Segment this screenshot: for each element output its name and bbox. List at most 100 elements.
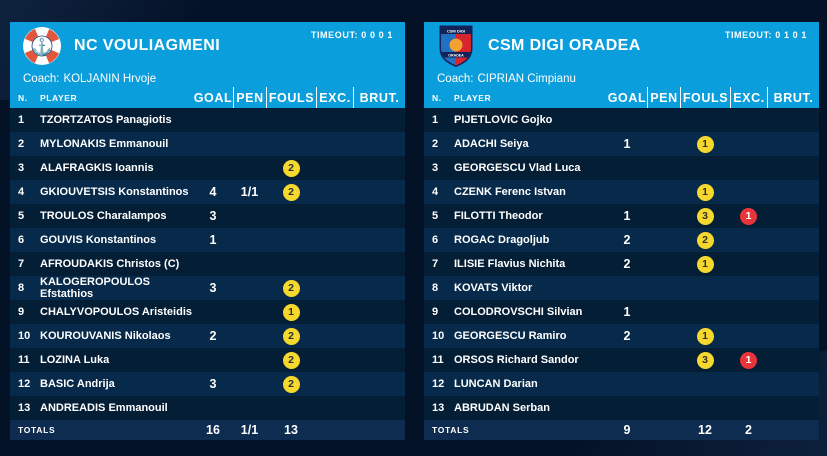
column-header-player: PLAYER [40,92,78,103]
player-row: 4 CZENK Ferenc Istvan 1 [424,180,819,204]
team-logo-lifebuoy-icon: ⚓ [22,26,62,66]
player-name: ROGAC Dragoljub [454,234,550,246]
player-row: 8 KOVATS Viktor [424,276,819,300]
player-name: FILOTTI Theodor [454,210,543,222]
stat-fouls: 2 [266,279,316,297]
fouls-badge: 2 [282,159,300,177]
player-name: KALOGEROPOULOS Efstathios [40,276,151,300]
team-header-top: CSM DIGI ORADEA CSM DIGI ORADEA TIMEOUT: 0 … [424,22,819,70]
player-row: 7 ILISIE Flavius Nichita 2 1 [424,252,819,276]
player-number: 9 [432,306,439,318]
player-row: 6 GOUVIS Konstantinos 1 [10,228,405,252]
player-row: 2 ADACHI Seiya 1 1 [424,132,819,156]
stat-goal: 2 [623,233,631,247]
player-number: 1 [18,114,25,126]
player-name: GEORGESCU Ramiro [454,330,567,342]
fouls-badge: 2 [282,375,300,393]
timeout-value: 0 1 0 1 [775,30,807,40]
stat-goal: 2 [209,329,217,343]
column-header-row: N. PLAYER GOAL PEN FOULS EXC. BRUT. [424,87,819,108]
player-name: GKIOUVETSIS Konstantinos [40,186,189,198]
totals-goal: 9 [623,423,631,437]
totals-row: TOTALS 16 1/1 13 [10,420,405,440]
stat-fouls: 2 [266,375,316,393]
player-number: 4 [432,186,439,198]
stat-goal: 3 [209,209,217,223]
player-name: ANDREADIS Emmanouil [40,402,168,414]
column-header-row: N. PLAYER GOAL PEN FOULS EXC. BRUT. [10,87,405,108]
timeout-value: 0 0 0 1 [361,30,393,40]
coach-label: Coach: [23,72,60,85]
player-row: 9 CHALYVOPOULOS Aristeidis 1 [10,300,405,324]
player-number: 7 [18,258,25,270]
stat-fouls: 1 [266,303,316,321]
player-name: ALAFRAGKIS Ioannis [40,162,154,174]
stat-fouls: 2 [266,159,316,177]
team-header: ⚓ NC VOULIAGMENI TIMEOUT: 0 0 0 1 Coach: KOL… [10,22,405,108]
player-row: 13 ABRUDAN Serban [424,396,819,420]
column-header-pen: PEN [233,87,266,108]
totals-row: TOTALS 9 12 2 [424,420,819,440]
fouls-badge: 1 [696,135,714,153]
player-row: 2 MYLONAKIS Emmanouil [10,132,405,156]
stat-fouls: 2 [266,183,316,201]
fouls-badge: 2 [282,351,300,369]
player-row: 5 FILOTTI Theodor 1 3 1 [424,204,819,228]
svg-text:ORADEA: ORADEA [448,54,464,58]
player-number: 10 [18,330,31,342]
player-row: 9 COLODROVSCHI Silvian 1 [424,300,819,324]
stat-fouls: 1 [680,255,730,273]
column-header-fouls: FOULS [266,87,316,108]
player-number: 5 [432,210,439,222]
coach-name: CIPRIAN Cimpianu [477,72,576,85]
player-name: CHALYVOPOULOS Aristeidis [40,306,192,318]
fouls-badge: 2 [282,279,300,297]
team-name: CSM DIGI ORADEA [488,37,641,54]
totals-fouls: 13 [284,423,298,437]
player-number: 11 [432,354,444,366]
player-row: 10 KOUROUVANIS Nikolaos 2 2 [10,324,405,348]
column-header-player: PLAYER [454,92,492,103]
column-header-brut: BRUT. [353,87,405,108]
player-row: 1 TZORTZATOS Panagiotis [10,108,405,132]
team-name: NC VOULIAGMENI [74,37,221,54]
totals-goal: 16 [206,423,220,437]
stat-goal: 4 [209,185,217,199]
timeout-counter: TIMEOUT: 0 0 0 1 [311,30,393,40]
player-name: LOZINA Luka [40,354,110,366]
player-name: ORSOS Richard Sandor [454,354,579,366]
player-number: 3 [18,162,25,174]
player-number: 11 [18,354,30,366]
totals-exc: 2 [745,423,752,437]
player-name: CZENK Ferenc Istvan [454,186,566,198]
player-number: 6 [18,234,25,246]
team-header-top: ⚓ NC VOULIAGMENI TIMEOUT: 0 0 0 1 [10,22,405,70]
totals-fouls: 12 [698,423,712,437]
fouls-badge: 1 [696,327,714,345]
player-row: 1 PIJETLOVIC Gojko [424,108,819,132]
svg-text:⚓: ⚓ [32,38,53,57]
player-name: BASIC Andrija [40,378,115,390]
player-row: 6 ROGAC Dragoljub 2 2 [424,228,819,252]
player-number: 6 [432,234,439,246]
coach-row: Coach: KOLJANIN Hrvoje [10,70,405,87]
totals-label: TOTALS [18,425,56,435]
player-number: 3 [432,162,439,174]
column-header-goal: GOAL [193,90,233,105]
column-header-brut: BRUT. [767,87,819,108]
player-number: 10 [432,330,445,342]
fouls-badge: 1 [696,183,714,201]
coach-name: KOLJANIN Hrvoje [63,72,157,85]
column-header-n: N. [432,92,442,103]
stat-fouls: 2 [680,231,730,249]
stat-fouls: 2 [266,351,316,369]
timeout-label: TIMEOUT: [724,30,773,40]
player-number: 1 [432,114,439,126]
player-name: KOUROUVANIS Nikolaos [40,330,171,342]
stat-goal: 3 [209,281,217,295]
player-row: 4 GKIOUVETSIS Konstantinos 4 1/1 2 [10,180,405,204]
stat-goal: 1 [623,305,631,319]
player-number: 13 [432,402,445,414]
player-name: ABRUDAN Serban [454,402,550,414]
fouls-badge: 2 [282,183,300,201]
